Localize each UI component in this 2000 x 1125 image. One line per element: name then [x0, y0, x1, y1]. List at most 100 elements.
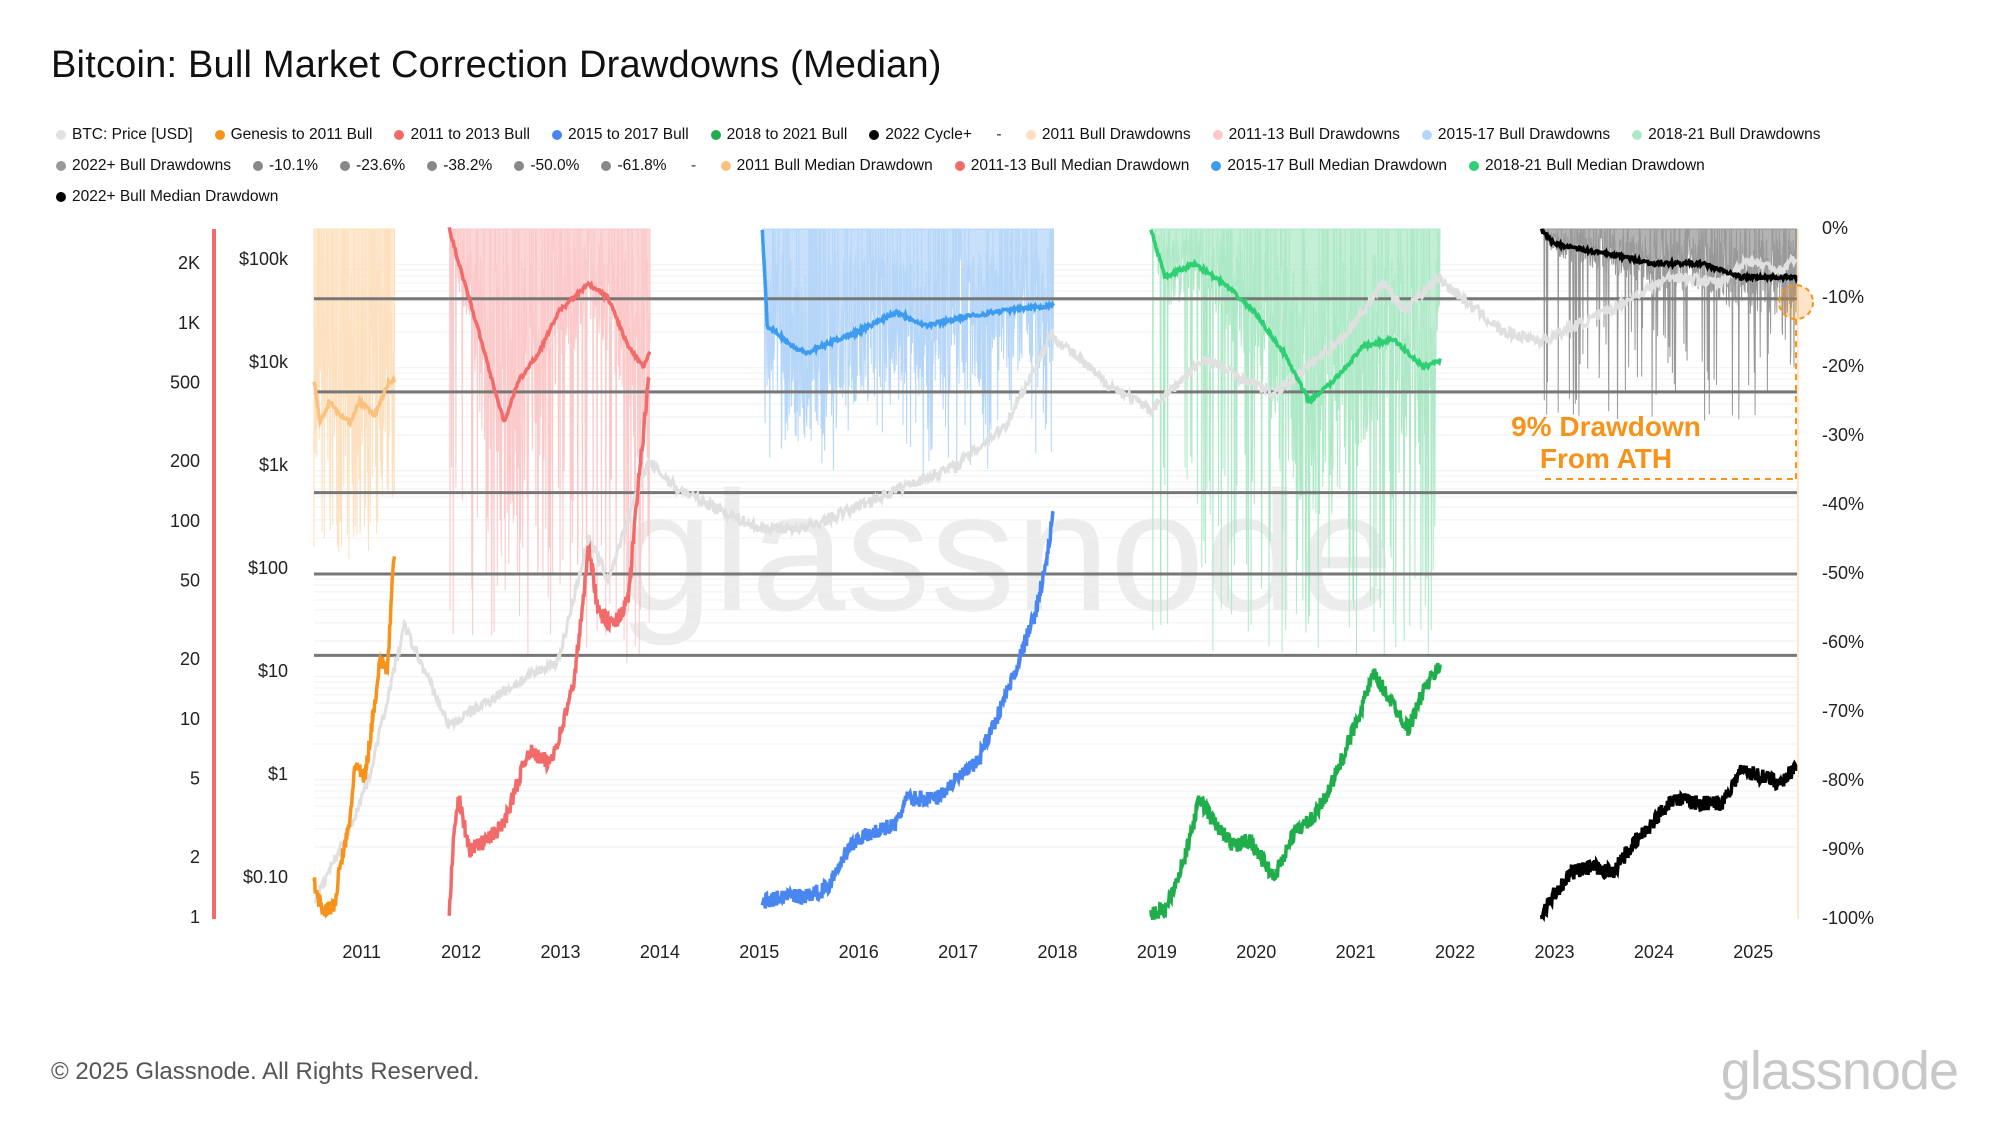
legend-item[interactable]: -23.6%	[340, 155, 405, 177]
legend-label: 2011-13 Bull Drawdowns	[1228, 126, 1400, 143]
drawdown-tick-label: -80%	[1822, 770, 1864, 790]
drawdown-tick-label: -40%	[1822, 494, 1864, 514]
legend-label: -	[996, 126, 1002, 143]
watermark: glassnode	[618, 457, 1393, 647]
legend-label: 2011-13 Bull Median Drawdown	[970, 157, 1190, 174]
legend-dot-icon	[1211, 161, 1222, 171]
legend-label: 2015 to 2017 Bull	[567, 126, 689, 143]
legend-label: 2011 Bull Median Drawdown	[736, 157, 933, 174]
legend-label: 2018-21 Bull Drawdowns	[1648, 126, 1821, 143]
legend-item[interactable]: 2015 to 2017 Bull	[551, 124, 689, 146]
x-tick-label: 2018	[1037, 942, 1077, 962]
legend-label: -50.0%	[530, 157, 580, 174]
legend-item[interactable]: 2022 Cycle+	[869, 124, 972, 146]
price-tick-label: $10	[258, 661, 288, 681]
legend-dot-icon	[551, 130, 562, 140]
price-tick-label: $1k	[259, 455, 289, 475]
x-tick-label: 2019	[1137, 942, 1177, 962]
legend-item[interactable]: 2015-17 Bull Drawdowns	[1421, 124, 1611, 146]
legend-item[interactable]: 2011 to 2013 Bull	[394, 124, 530, 146]
legend-label: -38.2%	[443, 157, 493, 174]
median-drawdown-line	[312, 373, 397, 429]
legend-dot-icon	[427, 161, 438, 171]
legend-item[interactable]: 2011 Bull Median Drawdown	[720, 155, 933, 177]
legend-item[interactable]: 2015-17 Bull Median Drawdown	[1211, 155, 1447, 177]
drawdown-tick-label: -100%	[1822, 908, 1874, 928]
legend-dot-icon	[1025, 130, 1036, 140]
legend-dot-icon	[56, 130, 66, 140]
multiple-tick-label: 500	[170, 372, 200, 392]
drawdown-tick-label: -30%	[1822, 425, 1864, 445]
legend-label: Genesis to 2011 Bull	[230, 126, 373, 143]
legend-dot-icon	[710, 130, 721, 140]
legend-label: 2018-21 Bull Median Drawdown	[1485, 157, 1705, 174]
drawdown-tick-label: -60%	[1822, 632, 1864, 652]
legend-label: -	[691, 157, 697, 174]
x-tick-label: 2017	[938, 942, 978, 962]
cycle-price-line	[1149, 662, 1442, 920]
multiple-tick-label: 5	[190, 768, 200, 788]
legend-label: 2022+ Bull Median Drawdown	[72, 188, 279, 205]
legend-item[interactable]: 2022+ Bull Median Drawdown	[56, 186, 278, 208]
drawdown-tick-label: -20%	[1822, 356, 1864, 376]
copyright: © 2025 Glassnode. All Rights Reserved.	[51, 1058, 480, 1085]
glassnode-logo: glassnode	[1720, 1041, 1959, 1101]
legend-item[interactable]: 2018-21 Bull Median Drawdown	[1469, 155, 1705, 177]
legend-item[interactable]: 2018-21 Bull Drawdowns	[1632, 124, 1821, 146]
legend-item[interactable]: -50.0%	[514, 155, 579, 177]
cycle-lines	[312, 376, 1799, 923]
x-tick-label: 2012	[441, 942, 481, 962]
legend-item[interactable]: -	[994, 124, 1004, 146]
legend: BTC: Price [USD] Genesis to 2011 Bull 2011…	[56, 124, 1856, 208]
legend-label: 2022+ Bull Drawdowns	[72, 157, 231, 174]
drawdown-area	[448, 228, 651, 664]
x-tick-label: 2022	[1435, 942, 1475, 962]
legend-item[interactable]: 2011-13 Bull Drawdowns	[1212, 124, 1400, 146]
legend-item[interactable]: 2018 to 2021 Bull	[710, 124, 848, 146]
legend-item[interactable]: -	[689, 155, 699, 177]
median-drawdown-line	[1539, 228, 1799, 285]
highlight-circle	[1778, 284, 1814, 321]
legend-label: -10.1%	[268, 157, 319, 174]
legend-item[interactable]: 2022+ Bull Drawdowns	[56, 155, 231, 177]
legend-dot-icon	[340, 161, 351, 171]
drawdown-area	[761, 228, 1055, 477]
multiple-tick-label: 1	[190, 907, 200, 927]
legend-dot-icon	[214, 130, 225, 140]
drawdown-tick-label: -50%	[1822, 563, 1864, 583]
legend-label: -23.6%	[356, 157, 406, 174]
legend-label: -61.8%	[617, 157, 667, 174]
legend-item[interactable]: 2011 Bull Drawdowns	[1025, 124, 1191, 146]
legend-label: 2015-17 Bull Drawdowns	[1437, 126, 1611, 143]
x-tick-label: 2016	[839, 942, 879, 962]
multiple-tick-label: 20	[180, 649, 200, 669]
x-tick-label: 2014	[640, 942, 680, 962]
btc-price-line	[313, 253, 1798, 904]
x-tick-label: 2015	[739, 942, 779, 962]
price-tick-label: $100k	[239, 249, 289, 269]
drawdown-tick-label: 0%	[1822, 218, 1848, 238]
legend-item[interactable]: -10.1%	[252, 155, 319, 177]
legend-item[interactable]: 2011-13 Bull Median Drawdown	[954, 155, 1190, 177]
legend-dot-icon	[56, 192, 66, 202]
annotation-text: 9% Drawdown	[1511, 411, 1701, 442]
cycle-price-line	[447, 376, 651, 916]
legend-label: 2018 to 2021 Bull	[726, 126, 848, 143]
legend-item[interactable]: BTC: Price [USD]	[56, 124, 193, 146]
legend-dot-icon	[1469, 161, 1480, 171]
multiple-tick-label: 200	[170, 451, 200, 471]
price-tick-label: $0.10	[243, 867, 288, 887]
chart-title: Bitcoin: Bull Market Correction Drawdown…	[51, 44, 942, 86]
legend-dot-icon	[954, 161, 965, 171]
annotation-text: From ATH	[1540, 443, 1672, 474]
legend-dot-icon	[1632, 130, 1643, 140]
legend-label: 2011 to 2013 Bull	[410, 126, 530, 143]
legend-item[interactable]: Genesis to 2011 Bull	[214, 124, 373, 146]
cycle-price-line	[312, 556, 397, 919]
multiple-tick-label: 50	[180, 570, 200, 590]
multiple-tick-label: 2	[190, 847, 200, 867]
x-tick-label: 2021	[1336, 942, 1376, 962]
legend-item[interactable]: -38.2%	[427, 155, 492, 177]
legend-item[interactable]: -61.8%	[601, 155, 667, 177]
